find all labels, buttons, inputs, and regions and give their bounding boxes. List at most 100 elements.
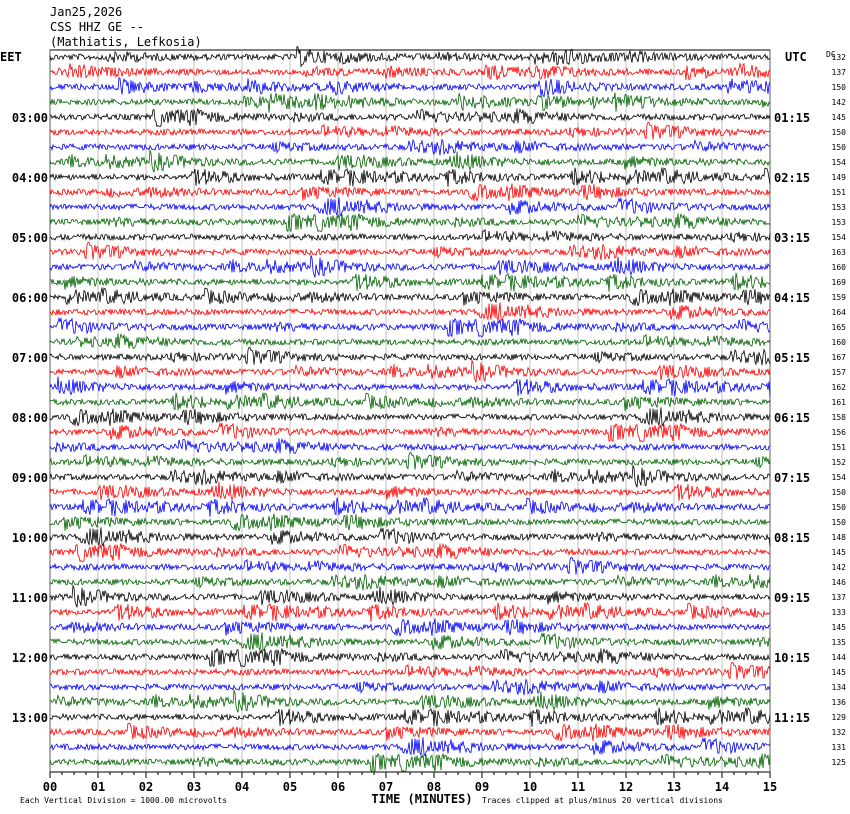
right-time-label: 08:15 (774, 531, 810, 545)
dc-value: 160 (832, 263, 847, 272)
trace (49, 150, 771, 173)
trace (49, 272, 771, 292)
trace (49, 437, 771, 455)
trace (49, 287, 771, 307)
trace (50, 228, 771, 243)
dc-value: 150 (832, 503, 847, 512)
dc-value: 125 (832, 758, 847, 767)
trace (49, 302, 771, 322)
dc-value: 142 (832, 98, 847, 107)
right-time-label: 07:15 (774, 471, 810, 485)
trace (49, 360, 771, 383)
dc-value: 145 (832, 548, 847, 557)
dc-value: 160 (832, 338, 847, 347)
left-axis-title: EET (0, 50, 22, 64)
dc-value: 150 (832, 488, 847, 497)
trace (49, 602, 771, 622)
dc-value: 132 (832, 728, 847, 737)
trace (49, 392, 771, 411)
date: Jan25,2026 (50, 5, 122, 19)
dc-value: 153 (832, 203, 847, 212)
right-axis-title: UTC (785, 50, 807, 64)
dc-value: 135 (832, 638, 847, 647)
trace (49, 212, 771, 233)
dc-value: 150 (832, 143, 847, 152)
trace (49, 618, 771, 637)
left-time-label: 13:00 (12, 711, 48, 725)
trace (49, 585, 771, 608)
dc-value: 151 (832, 443, 847, 452)
dc-value: 153 (832, 218, 847, 227)
trace (49, 497, 771, 517)
right-time-label: 05:15 (774, 351, 810, 365)
right-time-label: 09:15 (774, 591, 810, 605)
trace (49, 241, 771, 261)
trace (49, 63, 771, 81)
location: (Mathiatis, Lefkosia) (50, 35, 202, 49)
x-tick-label: 00 (43, 780, 57, 794)
x-tick-label: 09 (475, 780, 489, 794)
dc-value: 146 (832, 578, 847, 587)
dc-value: 150 (832, 83, 847, 92)
x-tick-label: 01 (91, 780, 105, 794)
dc-value: 142 (832, 563, 847, 572)
dc-value: 163 (832, 248, 847, 257)
trace (49, 736, 771, 757)
trace (49, 138, 771, 156)
dc-value: 154 (832, 473, 847, 482)
trace (49, 722, 771, 742)
left-time-label: 03:00 (12, 111, 48, 125)
trace (49, 407, 771, 427)
x-tick-label: 05 (283, 780, 297, 794)
left-time-label: 06:00 (12, 291, 48, 305)
trace (49, 255, 771, 278)
trace (49, 526, 771, 547)
trace (49, 421, 771, 443)
dc-value: 159 (832, 293, 847, 302)
trace (49, 707, 771, 727)
dc-value: 152 (832, 458, 847, 467)
trace (49, 332, 771, 350)
dc-value: 145 (832, 668, 847, 677)
right-time-label: 04:15 (774, 291, 810, 305)
x-tick-label: 15 (763, 780, 777, 794)
right-time-label: 11:15 (774, 711, 810, 725)
left-time-label: 08:00 (12, 411, 48, 425)
station: CSS HHZ GE -- (50, 20, 144, 34)
dc-value: 137 (832, 68, 847, 77)
dc-value: 133 (832, 608, 847, 617)
left-time-label: 10:00 (12, 531, 48, 545)
dc-value: 169 (832, 278, 847, 287)
dc-value: 158 (832, 413, 847, 422)
x-tick-label: 11 (571, 780, 585, 794)
trace (49, 77, 771, 98)
dc-value: 129 (832, 713, 847, 722)
dc-value: 148 (832, 533, 847, 542)
dc-value: 156 (832, 428, 847, 437)
trace (49, 678, 771, 696)
dc-value: 150 (832, 518, 847, 527)
right-time-label: 06:15 (774, 411, 810, 425)
trace (49, 465, 771, 488)
trace (49, 647, 771, 668)
trace (49, 513, 771, 532)
trace (49, 573, 771, 591)
dc-value: 167 (832, 353, 847, 362)
x-tick-label: 04 (235, 780, 249, 794)
trace (49, 661, 771, 680)
trace (49, 46, 771, 68)
dc-value: 154 (832, 158, 847, 167)
trace (49, 451, 771, 470)
dc-value: 132 (832, 53, 847, 62)
x-axis-title: TIME (MINUTES) (371, 792, 472, 806)
trace (49, 167, 771, 187)
x-tick-label: 07 (379, 780, 393, 794)
trace (49, 631, 771, 652)
trace (49, 556, 771, 575)
trace (49, 481, 771, 501)
x-tick-label: 08 (427, 780, 441, 794)
right-time-label: 02:15 (774, 171, 810, 185)
trace (49, 121, 771, 140)
left-time-label: 05:00 (12, 231, 48, 245)
